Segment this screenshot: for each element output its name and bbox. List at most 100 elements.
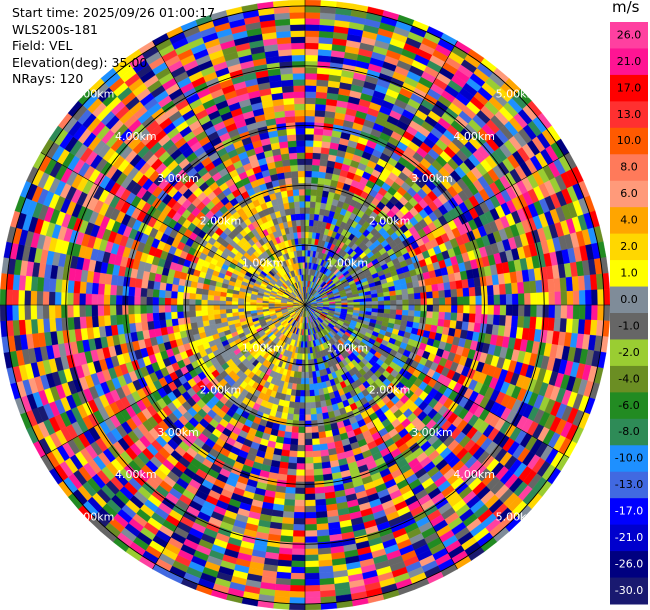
velocity-gate <box>412 280 420 288</box>
velocity-gate <box>304 390 310 397</box>
velocity-gate <box>304 134 315 141</box>
velocity-gate <box>572 290 580 306</box>
velocity-gate <box>377 300 385 306</box>
velocity-gate <box>225 312 233 318</box>
velocity-gate <box>432 311 440 320</box>
velocity-gate <box>316 73 330 81</box>
velocity-gate <box>283 498 295 507</box>
velocity-gate <box>36 304 44 320</box>
velocity-gate <box>304 493 316 501</box>
velocity-gate <box>170 311 178 320</box>
velocity-gate <box>309 383 315 391</box>
velocity-gate <box>304 524 317 531</box>
velocity-gate <box>389 290 397 297</box>
velocity-gate <box>313 468 324 476</box>
velocity-gate <box>300 390 306 397</box>
velocity-gate <box>548 304 556 319</box>
velocity-gate <box>97 283 105 295</box>
velocity-gate <box>591 289 598 306</box>
velocity-gate <box>304 457 314 464</box>
velocity-gate <box>468 313 476 324</box>
velocity-gate <box>298 426 306 434</box>
velocity-gate <box>152 296 159 306</box>
velocity-gate <box>285 486 296 494</box>
velocity-gate <box>487 294 495 306</box>
velocity-gate <box>553 278 561 293</box>
velocity-gate <box>461 321 469 331</box>
velocity-gate <box>304 371 309 379</box>
velocity-gate <box>291 426 299 434</box>
velocity-gate <box>313 383 319 391</box>
velocity-gate <box>407 293 415 300</box>
velocity-gate <box>353 301 361 306</box>
velocity-gate <box>97 315 105 327</box>
velocity-gate <box>304 499 316 507</box>
velocity-gate <box>597 289 605 306</box>
velocity-gate <box>313 140 323 148</box>
velocity-gate <box>312 456 322 464</box>
velocity-gate <box>281 523 294 531</box>
velocity-gate <box>312 158 321 166</box>
velocity-gate <box>293 524 306 531</box>
velocity-gate <box>304 432 313 440</box>
velocity-gate <box>171 318 179 327</box>
velocity-gate <box>304 103 316 111</box>
velocity-gate <box>290 438 299 446</box>
velocity-gate <box>318 559 333 568</box>
velocity-gate <box>278 553 293 561</box>
velocity-gate <box>304 109 316 117</box>
velocity-gate <box>304 30 320 38</box>
velocity-gate <box>85 293 92 306</box>
velocity-gate <box>237 304 245 309</box>
velocity-gate <box>443 281 451 291</box>
velocity-gate <box>524 293 531 306</box>
velocity-gate <box>304 469 315 476</box>
velocity-gate <box>311 176 319 184</box>
velocity-gate <box>190 322 198 330</box>
velocity-gate <box>319 443 329 451</box>
velocity-gate <box>116 285 124 296</box>
velocity-gate <box>314 109 326 118</box>
velocity-gate <box>499 294 507 306</box>
velocity-gate <box>406 282 414 289</box>
velocity-gate <box>313 134 324 142</box>
velocity-gate <box>591 304 598 321</box>
velocity-gate <box>309 389 315 397</box>
velocity-gate <box>304 414 312 422</box>
velocity-gate <box>213 309 221 315</box>
velocity-gate <box>475 295 483 306</box>
velocity-gate <box>177 317 185 326</box>
velocity-gate <box>189 292 196 300</box>
velocity-gate <box>413 316 421 324</box>
velocity-gate <box>286 474 297 482</box>
velocity-gate <box>42 304 50 319</box>
velocity-gate <box>304 487 316 495</box>
velocity-gate <box>304 384 310 391</box>
velocity-gate <box>219 295 227 301</box>
velocity-gate <box>554 304 562 319</box>
velocity-gate <box>559 277 568 292</box>
ppi-gates <box>0 0 610 610</box>
velocity-gate <box>12 289 19 306</box>
elevation-label: Elevation(deg): 35.00 <box>12 54 148 70</box>
velocity-gate <box>231 301 239 306</box>
velocity-gate <box>309 395 316 403</box>
velocity-gate <box>290 578 306 586</box>
velocity-gate <box>317 49 332 57</box>
velocity-gate <box>301 365 306 373</box>
velocity-gate <box>311 170 320 178</box>
velocity-gate <box>164 297 172 306</box>
velocity-gate <box>318 171 327 179</box>
velocity-gate <box>290 432 299 440</box>
velocity-gate <box>289 591 306 598</box>
velocity-gate <box>289 597 306 605</box>
velocity-gate <box>311 426 319 434</box>
velocity-gate <box>219 313 227 319</box>
velocity-gate <box>304 548 319 556</box>
velocity-gate <box>170 304 178 313</box>
velocity-gate <box>523 281 531 294</box>
velocity-gate <box>312 152 322 160</box>
velocity-gate <box>426 291 434 299</box>
velocity-gate <box>377 296 385 302</box>
velocity-gate <box>304 182 312 190</box>
